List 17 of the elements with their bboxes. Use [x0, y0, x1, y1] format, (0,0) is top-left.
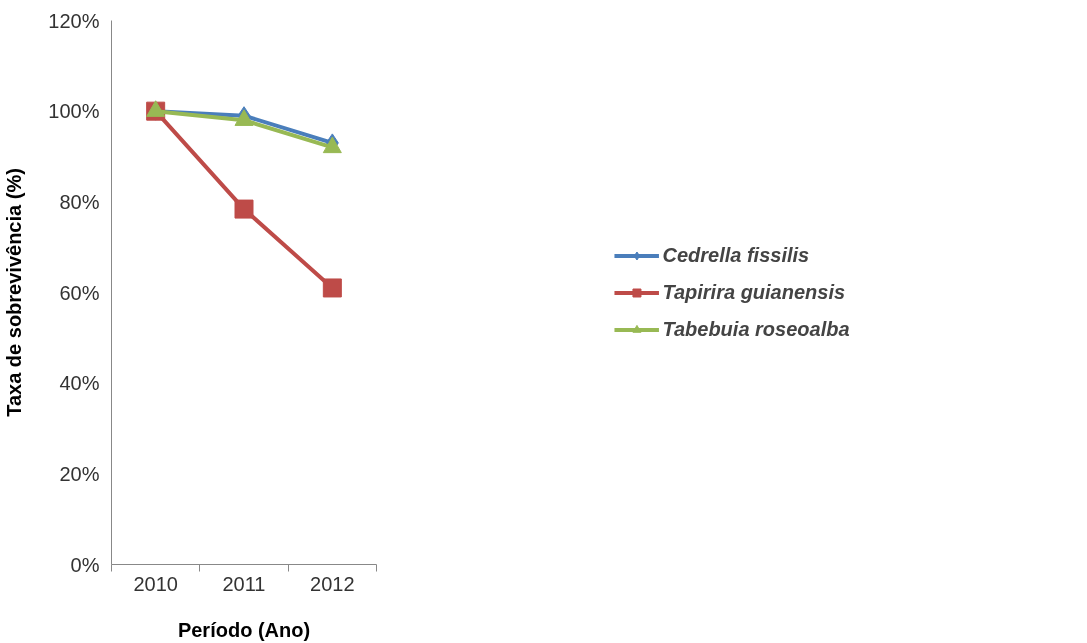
y-tick-label: 60%: [59, 281, 100, 304]
x-tick-label: 2012: [310, 572, 355, 595]
x-tick-label: 2010: [133, 572, 178, 595]
legend-label: Cedrella fissilis: [662, 243, 810, 267]
y-tick-label: 100%: [48, 100, 100, 123]
x-tick-label: 2011: [222, 572, 266, 595]
legend-label: Tabebuia roseoalba: [662, 317, 850, 341]
legend-label: Tapirira guianensis: [662, 280, 846, 304]
y-tick-label: 20%: [59, 462, 100, 485]
x-axis-title: Período (Ano): [177, 618, 311, 641]
y-tick-label: 120%: [48, 9, 100, 32]
y-tick-label: 0%: [70, 553, 100, 576]
y-tick-label: 40%: [59, 372, 100, 395]
y-axis-title: Taxa de sobrevivência (%): [3, 168, 26, 417]
y-tick-label: 80%: [59, 190, 100, 213]
point: [322, 278, 342, 298]
point: [234, 199, 254, 219]
